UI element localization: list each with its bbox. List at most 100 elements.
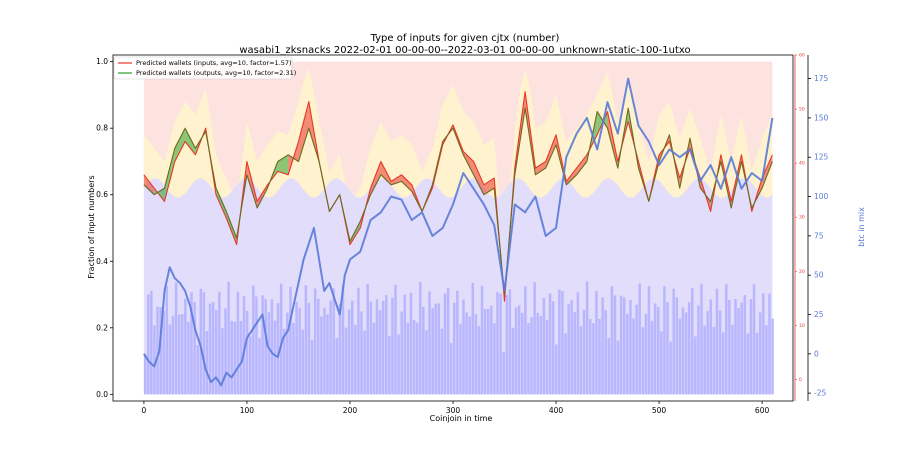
- bar: [391, 297, 394, 395]
- bar: [267, 312, 271, 395]
- bar: [273, 320, 277, 395]
- bar: [332, 288, 335, 395]
- series-lines: [143, 77, 774, 387]
- x-tick-label: 600: [755, 406, 770, 415]
- legend: Predicted wallets (inputs, avg=10, facto…: [113, 56, 296, 80]
- bar: [181, 314, 184, 395]
- bar: [462, 299, 465, 395]
- bar: [499, 293, 502, 395]
- bar: [644, 313, 648, 395]
- bar: [388, 335, 391, 395]
- bar: [675, 297, 679, 395]
- y2-tick-label: -25: [814, 389, 826, 398]
- bar: [202, 292, 206, 395]
- bar: [338, 304, 342, 395]
- bar: [653, 303, 657, 395]
- bar: [394, 284, 397, 395]
- bar: [749, 299, 753, 395]
- y2-tick-label: 100: [814, 192, 829, 201]
- bar: [270, 299, 274, 395]
- bar: [298, 308, 301, 395]
- bar: [752, 284, 756, 395]
- bar: [233, 321, 237, 395]
- bar: [320, 316, 323, 395]
- y3-tick-label: 0: [799, 377, 802, 383]
- bar: [718, 310, 722, 395]
- fill-between: [473, 161, 484, 195]
- bar: [168, 324, 172, 395]
- bar: [409, 292, 413, 395]
- bar: [542, 297, 546, 395]
- bar: [323, 307, 326, 395]
- y3-tick-label: 40: [799, 161, 805, 167]
- bar: [496, 292, 499, 395]
- bar: [709, 299, 713, 395]
- fill-between: [391, 174, 402, 185]
- fill-between: [164, 148, 175, 202]
- bar: [725, 284, 728, 395]
- bar: [483, 309, 487, 395]
- bar: [734, 298, 737, 395]
- bar: [403, 294, 407, 395]
- bar: [242, 295, 246, 395]
- bar: [533, 282, 536, 395]
- bar: [746, 333, 750, 395]
- bar: [230, 320, 233, 395]
- bar: [530, 317, 533, 395]
- bar: [351, 300, 354, 395]
- bar: [487, 308, 490, 395]
- bar: [768, 293, 771, 395]
- bar: [468, 316, 471, 395]
- fill-between: [576, 154, 587, 175]
- bar: [372, 322, 376, 395]
- bar: [691, 288, 694, 395]
- bar: [453, 302, 456, 395]
- bar: [632, 318, 635, 395]
- legend-label-inputs: Predicted wallets (inputs, avg=10, facto…: [136, 59, 292, 67]
- bar: [378, 310, 382, 395]
- bar: [579, 326, 583, 395]
- bar: [425, 330, 428, 395]
- bar: [221, 328, 224, 395]
- bar: [196, 344, 199, 395]
- bar: [428, 291, 431, 395]
- fill-between: [535, 161, 546, 175]
- bar: [363, 330, 366, 395]
- bar: [629, 299, 632, 395]
- x-tick-label: 500: [652, 406, 667, 415]
- bar: [771, 318, 774, 395]
- bar: [286, 312, 289, 395]
- y3-tick-label: 50: [799, 107, 805, 113]
- bar: [480, 285, 484, 395]
- bar: [385, 295, 388, 395]
- bar: [740, 302, 743, 395]
- bar: [672, 288, 675, 395]
- bar: [261, 295, 264, 395]
- bar: [598, 318, 601, 395]
- bar: [623, 297, 626, 395]
- y3-tick-label: 20: [799, 269, 805, 275]
- x-tick-label: 200: [343, 406, 358, 415]
- bar: [446, 288, 450, 395]
- bar: [687, 302, 691, 395]
- bar: [215, 310, 218, 395]
- bar: [283, 328, 286, 395]
- bar: [159, 307, 162, 395]
- bar: [684, 312, 688, 395]
- y2-axis-label: btc in mix: [857, 207, 866, 247]
- bar: [694, 336, 697, 395]
- bar: [381, 300, 385, 395]
- bar: [456, 290, 459, 395]
- bar: [317, 298, 320, 395]
- bar: [153, 325, 156, 395]
- bar: [703, 325, 706, 395]
- bar: [326, 314, 329, 395]
- y2-tick-label: 75: [814, 231, 824, 240]
- bar: [341, 284, 345, 395]
- bar: [162, 311, 165, 395]
- bar: [227, 281, 230, 395]
- series-line-outputs: [143, 107, 773, 296]
- bar: [443, 293, 447, 395]
- bar: [150, 290, 153, 395]
